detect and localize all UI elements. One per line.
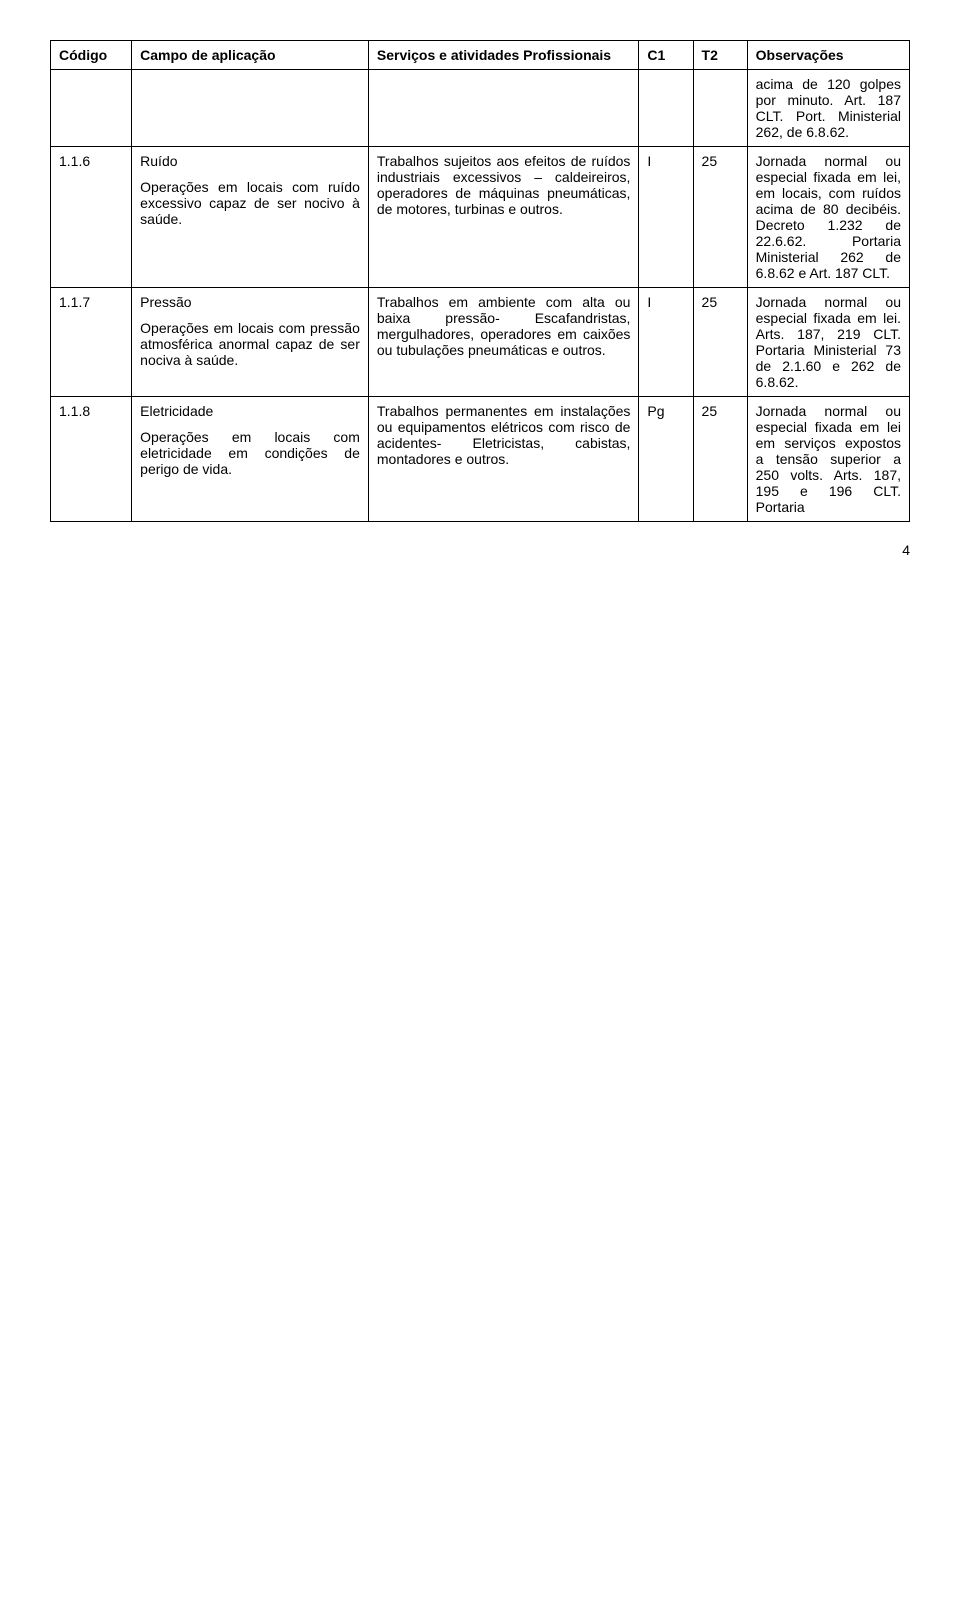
header-campo: Campo de aplicação — [132, 41, 369, 70]
campo-title: Eletricidade — [140, 403, 213, 419]
table-row: acima de 120 golpes por minuto. Art. 187… — [51, 70, 910, 147]
page-number: 4 — [50, 542, 910, 558]
table-header-row: Código Campo de aplicação Serviços e ati… — [51, 41, 910, 70]
cell-campo: Ruído Operações em locais com ruído exce… — [132, 147, 369, 288]
cell-c1: I — [639, 147, 693, 288]
data-table: Código Campo de aplicação Serviços e ati… — [50, 40, 910, 522]
cell-campo: Pressão Operações em locais com pressão … — [132, 288, 369, 397]
cell-t2: 25 — [693, 147, 747, 288]
cell-t2 — [693, 70, 747, 147]
header-obs: Observações — [747, 41, 909, 70]
cell-c1: Pg — [639, 397, 693, 522]
cell-codigo: 1.1.8 — [51, 397, 132, 522]
campo-body: Operações em locais com pressão atmosfér… — [140, 320, 360, 368]
header-c1: C1 — [639, 41, 693, 70]
cell-obs: acima de 120 golpes por minuto. Art. 187… — [747, 70, 909, 147]
campo-body: Operações em locais com ruído excessivo … — [140, 179, 360, 227]
cell-codigo — [51, 70, 132, 147]
campo-title: Ruído — [140, 153, 177, 169]
cell-servicos: Trabalhos em ambiente com alta ou baixa … — [368, 288, 639, 397]
cell-codigo: 1.1.6 — [51, 147, 132, 288]
cell-campo — [132, 70, 369, 147]
header-codigo: Código — [51, 41, 132, 70]
cell-t2: 25 — [693, 397, 747, 522]
cell-obs: Jornada normal ou especial fixada em lei… — [747, 288, 909, 397]
cell-servicos: Trabalhos permanentes em instalações ou … — [368, 397, 639, 522]
cell-obs: Jornada normal ou especial fixada em lei… — [747, 147, 909, 288]
header-servicos: Serviços e atividades Profissionais — [368, 41, 639, 70]
table-row: 1.1.8 Eletricidade Operações em locais c… — [51, 397, 910, 522]
table-row: 1.1.7 Pressão Operações em locais com pr… — [51, 288, 910, 397]
campo-title: Pressão — [140, 294, 191, 310]
cell-c1 — [639, 70, 693, 147]
cell-campo: Eletricidade Operações em locais com ele… — [132, 397, 369, 522]
cell-obs: Jornada normal ou especial fixada em lei… — [747, 397, 909, 522]
cell-t2: 25 — [693, 288, 747, 397]
campo-body: Operações em locais com eletricidade em … — [140, 429, 360, 477]
cell-c1: I — [639, 288, 693, 397]
cell-codigo: 1.1.7 — [51, 288, 132, 397]
cell-servicos — [368, 70, 639, 147]
table-row: 1.1.6 Ruído Operações em locais com ruíd… — [51, 147, 910, 288]
cell-servicos: Trabalhos sujeitos aos efeitos de ruídos… — [368, 147, 639, 288]
header-t2: T2 — [693, 41, 747, 70]
